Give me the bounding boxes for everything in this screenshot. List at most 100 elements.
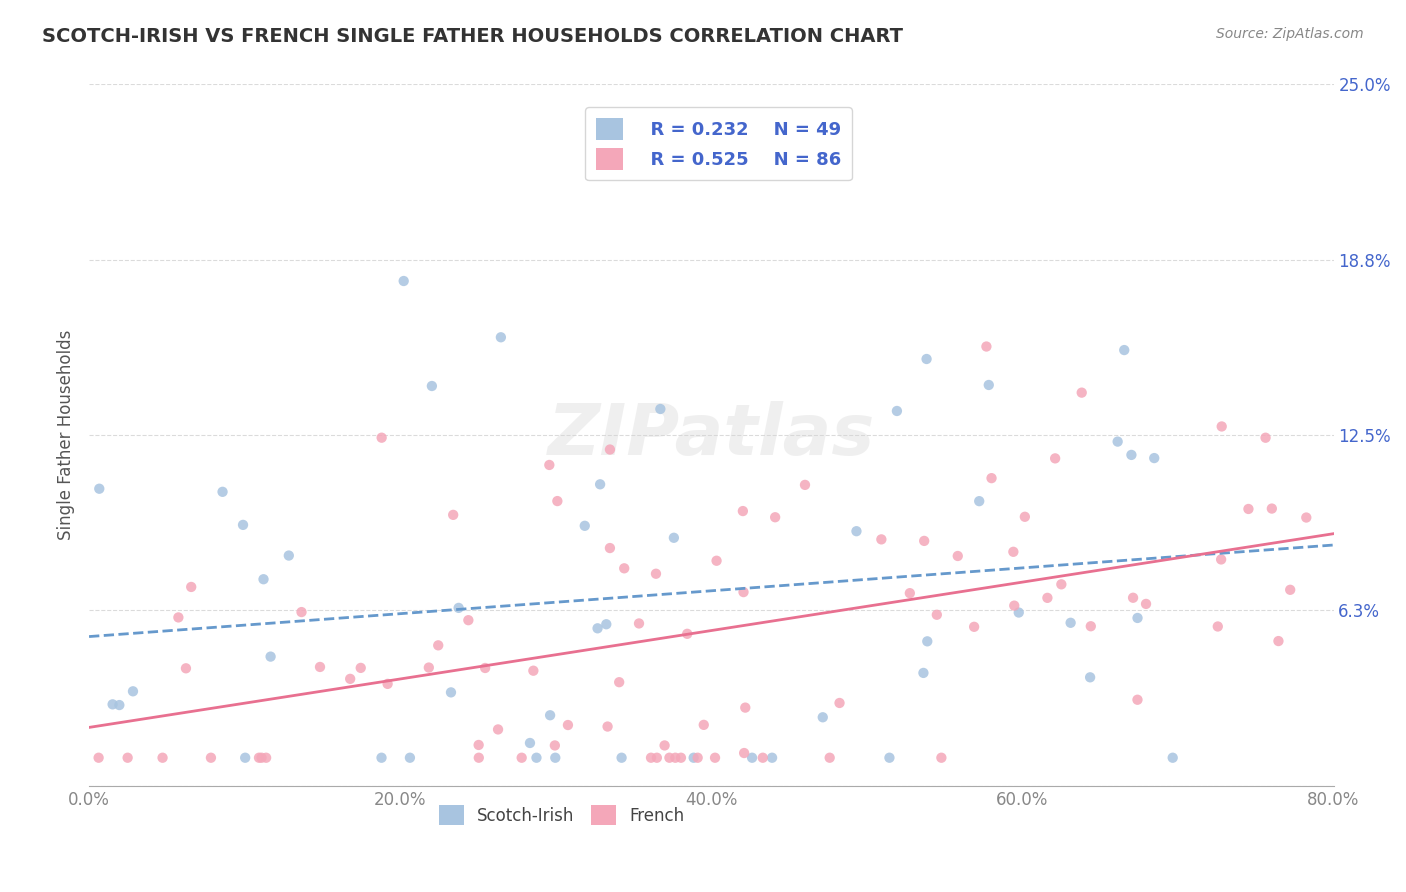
Point	[645, 750, 668, 764]
Point	[122, 684, 145, 698]
Text: ZIPatlas: ZIPatlas	[547, 401, 875, 469]
Point	[1143, 451, 1166, 466]
Point	[441, 508, 464, 522]
Point	[1080, 619, 1102, 633]
Point	[1008, 606, 1031, 620]
Point	[645, 566, 668, 581]
Point	[870, 533, 893, 547]
Point	[522, 664, 544, 678]
Point	[741, 750, 763, 764]
Y-axis label: Single Father Households: Single Father Households	[58, 330, 75, 541]
Point	[259, 649, 281, 664]
Point	[912, 533, 935, 548]
Point	[763, 510, 786, 524]
Point	[879, 750, 901, 764]
Point	[377, 677, 399, 691]
Point	[886, 404, 908, 418]
Point	[1126, 611, 1149, 625]
Point	[526, 750, 548, 764]
Point	[706, 554, 728, 568]
Point	[586, 621, 609, 635]
Point	[693, 718, 716, 732]
Point	[845, 524, 868, 539]
Point	[733, 746, 755, 760]
Point	[254, 750, 277, 764]
Point	[1078, 670, 1101, 684]
Point	[599, 442, 621, 457]
Point	[1254, 431, 1277, 445]
Point	[731, 504, 754, 518]
Point	[392, 274, 415, 288]
Point	[1043, 451, 1066, 466]
Point	[734, 700, 756, 714]
Point	[1059, 615, 1081, 630]
Point	[967, 494, 990, 508]
Point	[752, 750, 775, 764]
Point	[818, 750, 841, 764]
Point	[1126, 692, 1149, 706]
Point	[669, 750, 692, 764]
Point	[574, 518, 596, 533]
Point	[474, 661, 496, 675]
Point	[510, 750, 533, 764]
Point	[538, 708, 561, 723]
Point	[704, 750, 727, 764]
Point	[108, 698, 131, 712]
Point	[1036, 591, 1059, 605]
Point	[427, 638, 450, 652]
Point	[200, 750, 222, 764]
Point	[370, 750, 392, 764]
Point	[350, 661, 373, 675]
Point	[915, 351, 938, 366]
Point	[174, 661, 197, 675]
Point	[180, 580, 202, 594]
Point	[1267, 634, 1289, 648]
Point	[1211, 419, 1233, 434]
Point	[538, 458, 561, 472]
Point	[977, 378, 1000, 392]
Point	[152, 750, 174, 764]
Point	[1002, 545, 1025, 559]
Point	[1122, 591, 1144, 605]
Text: Source: ZipAtlas.com: Source: ZipAtlas.com	[1216, 27, 1364, 41]
Point	[650, 402, 672, 417]
Point	[519, 736, 541, 750]
Point	[489, 330, 512, 344]
Point	[1114, 343, 1136, 357]
Point	[664, 750, 686, 764]
Point	[1206, 619, 1229, 633]
Point	[662, 531, 685, 545]
Point	[1237, 502, 1260, 516]
Point	[980, 471, 1002, 485]
Point	[232, 517, 254, 532]
Point	[733, 585, 755, 599]
Point	[794, 478, 817, 492]
Point	[613, 561, 636, 575]
Point	[607, 675, 630, 690]
Point	[544, 739, 567, 753]
Point	[457, 613, 479, 627]
Legend: Scotch-Irish, French: Scotch-Irish, French	[430, 797, 693, 833]
Point	[468, 750, 491, 764]
Point	[976, 339, 998, 353]
Point	[309, 660, 332, 674]
Point	[486, 723, 509, 737]
Point	[640, 750, 662, 764]
Point	[418, 660, 440, 674]
Point	[596, 720, 619, 734]
Point	[1107, 434, 1129, 449]
Point	[399, 750, 422, 764]
Point	[247, 750, 270, 764]
Point	[277, 549, 299, 563]
Point	[1261, 501, 1284, 516]
Point	[233, 750, 256, 764]
Point	[87, 750, 110, 764]
Point	[250, 750, 273, 764]
Point	[963, 620, 986, 634]
Point	[946, 549, 969, 563]
Point	[761, 750, 783, 764]
Point	[1161, 750, 1184, 764]
Point	[440, 685, 463, 699]
Point	[1279, 582, 1302, 597]
Point	[1121, 448, 1143, 462]
